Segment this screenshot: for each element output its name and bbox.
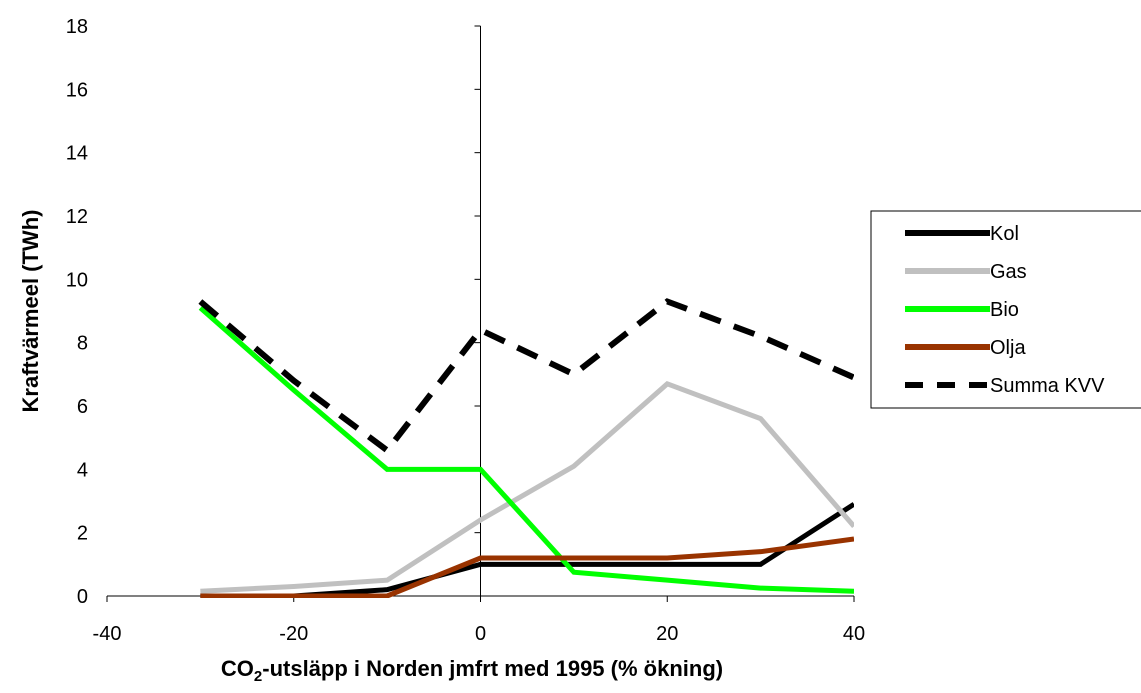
y-tick-label: 8	[77, 333, 88, 355]
series-line-summa-kvv	[198, 298, 854, 455]
y-tick-label: 0	[77, 586, 88, 608]
x-tick-label: -20	[279, 623, 308, 645]
x-axis-title-subscript: 2	[254, 668, 262, 685]
plot-area	[106, 25, 855, 602]
x-tick-label: -40	[93, 623, 122, 645]
x-axis-title-rest: -utsläpp i Norden jmfrt med 1995 (% ökni…	[262, 656, 723, 681]
y-tick-label: 6	[77, 396, 88, 418]
x-axis-title-main: CO	[221, 656, 254, 681]
legend-label: Olja	[990, 337, 1026, 359]
y-tick-label: 18	[66, 16, 88, 38]
y-tick-label: 14	[66, 143, 88, 165]
y-tick-label: 4	[77, 459, 88, 481]
legend: Kol Gas Bio Olja Summa KVV	[870, 210, 1141, 409]
y-tick-label: 2	[77, 523, 88, 545]
series-line-olja	[200, 536, 854, 598]
legend-label: Kol	[990, 223, 1019, 245]
x-tick-label: 20	[656, 623, 678, 645]
y-axis-title: Kraftvärmeel (TWh)	[18, 210, 43, 413]
series-line-bio	[198, 305, 854, 594]
x-tick-label: 40	[843, 623, 865, 645]
series-line-gas	[200, 380, 854, 594]
y-tick-label: 12	[66, 206, 88, 228]
series-layer	[198, 298, 854, 598]
legend-label: Summa KVV	[990, 375, 1105, 397]
legend-items: Kol Gas Bio Olja Summa KVV	[905, 223, 1105, 397]
legend-label: Gas	[990, 261, 1027, 283]
tick-labels: -40 -20 0 20 40 0 2 4 6 8 10 12 14 16 18	[66, 16, 865, 645]
y-tick-label: 16	[66, 79, 88, 101]
x-tick-label: 0	[475, 623, 486, 645]
x-axis-title: CO2-utsläpp i Norden jmfrt med 1995 (% ö…	[221, 656, 723, 685]
legend-label: Bio	[990, 299, 1019, 321]
y-tick-label: 10	[66, 269, 88, 291]
